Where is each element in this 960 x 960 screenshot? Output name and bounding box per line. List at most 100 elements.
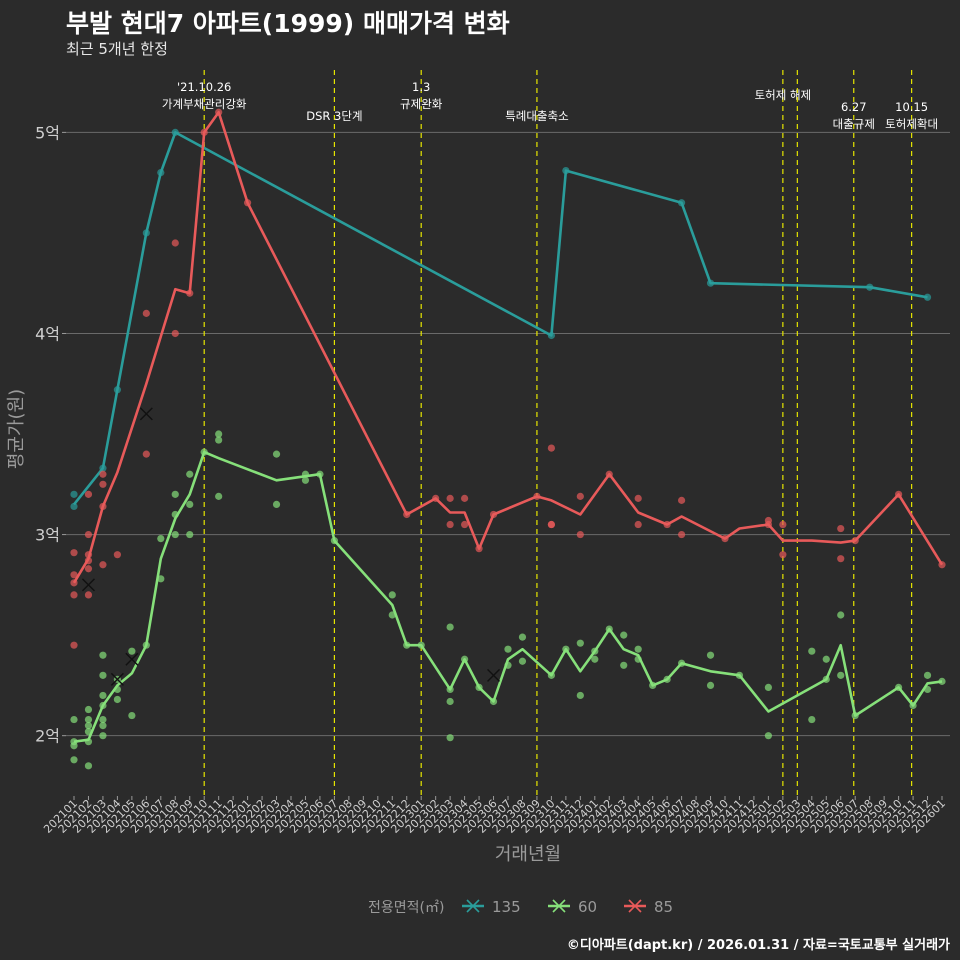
event-label: 6.27	[841, 100, 867, 114]
y-tick-label: 5억	[35, 123, 60, 142]
data-point	[446, 697, 454, 706]
data-point	[504, 645, 512, 653]
data-point	[70, 502, 78, 511]
data-point	[84, 722, 93, 730]
data-point	[84, 591, 93, 599]
series-line	[72, 131, 928, 506]
legend-cross	[466, 899, 480, 913]
axes: 2억3억4억5억20210120210220210320210420210520…	[6, 123, 948, 865]
event-label: 토허제확대	[885, 117, 938, 131]
event-label: 대출규제	[833, 117, 875, 131]
cross-marker	[125, 652, 139, 666]
cross-marker	[487, 668, 501, 682]
data-point	[779, 520, 787, 529]
cross-stroke	[487, 668, 501, 682]
legend-cross	[552, 899, 566, 913]
data-point	[764, 732, 773, 740]
data-point	[113, 551, 121, 559]
cross-stroke	[110, 672, 124, 686]
data-point	[215, 430, 223, 438]
legend-item-60: 60	[548, 898, 597, 916]
data-point	[128, 711, 136, 720]
data-point	[99, 561, 107, 569]
data-point	[171, 490, 179, 498]
legend-item-85: 85	[624, 898, 673, 916]
data-point	[142, 450, 150, 458]
data-point	[837, 671, 845, 679]
series-60	[70, 430, 946, 770]
data-point	[186, 500, 194, 509]
data-point	[84, 530, 93, 539]
x-axis-title: 거래년월	[495, 844, 561, 865]
chart-subtitle: 최근 5개년 한정	[66, 40, 168, 58]
data-point	[171, 329, 179, 338]
data-point	[99, 691, 107, 700]
data-point	[808, 647, 816, 655]
data-point	[70, 756, 78, 764]
data-point	[706, 681, 715, 689]
cross-marker	[139, 407, 153, 421]
data-point	[779, 551, 787, 559]
data-point	[446, 520, 454, 529]
event-label: 특례대출축소	[505, 109, 568, 123]
data-point	[923, 671, 932, 679]
data-point	[171, 530, 179, 539]
data-point	[446, 623, 454, 631]
data-point	[99, 732, 107, 740]
data-point	[576, 639, 584, 647]
data-point	[576, 492, 584, 500]
cross-marker	[81, 578, 95, 592]
chart-title: 부발 현대7 아파트(1999) 매매가격 변화	[66, 9, 510, 38]
data-point	[706, 651, 715, 659]
data-point	[634, 520, 642, 529]
event-label: 가계부채관리강화	[162, 97, 247, 111]
data-point	[547, 520, 556, 529]
data-point	[272, 500, 281, 509]
series-135	[70, 128, 932, 511]
data-point	[634, 645, 642, 653]
data-point	[70, 641, 78, 649]
data-point	[461, 494, 469, 502]
data-point	[938, 677, 946, 685]
data-point	[99, 722, 107, 730]
data-point	[99, 480, 107, 488]
data-point	[837, 524, 845, 533]
data-point	[764, 683, 773, 692]
data-point	[99, 715, 107, 724]
data-point	[128, 647, 136, 655]
grid-lines	[66, 131, 950, 737]
data-point	[547, 444, 556, 452]
data-point	[113, 695, 121, 704]
event-label: 10.15	[895, 100, 928, 114]
data-point	[576, 691, 584, 700]
data-point	[446, 734, 454, 742]
data-point	[923, 293, 932, 301]
data-point	[837, 555, 845, 563]
y-tick-label: 4억	[35, 324, 60, 343]
cross-stroke	[139, 407, 153, 421]
legend-label: 85	[654, 898, 673, 916]
cross-stroke	[125, 652, 139, 666]
series-85	[70, 108, 946, 649]
data-point	[186, 530, 194, 539]
legend: 전용면적(㎡) 135 60 85	[368, 898, 673, 916]
data-point	[576, 530, 584, 539]
data-point	[70, 715, 78, 724]
legend-cross	[628, 899, 642, 913]
y-axis-title: 평균가(원)	[6, 389, 27, 469]
data-point	[620, 631, 628, 639]
data-point	[591, 655, 599, 663]
series-line	[72, 111, 944, 584]
event-label: 규제완화	[400, 97, 443, 111]
data-point	[157, 534, 165, 543]
data-point	[99, 671, 107, 679]
data-point	[446, 494, 454, 502]
data-point	[142, 309, 150, 317]
data-point	[84, 565, 93, 573]
data-point	[388, 591, 396, 599]
data-point	[84, 705, 93, 714]
event-label: 1.3	[412, 80, 430, 94]
series-line	[73, 450, 943, 743]
